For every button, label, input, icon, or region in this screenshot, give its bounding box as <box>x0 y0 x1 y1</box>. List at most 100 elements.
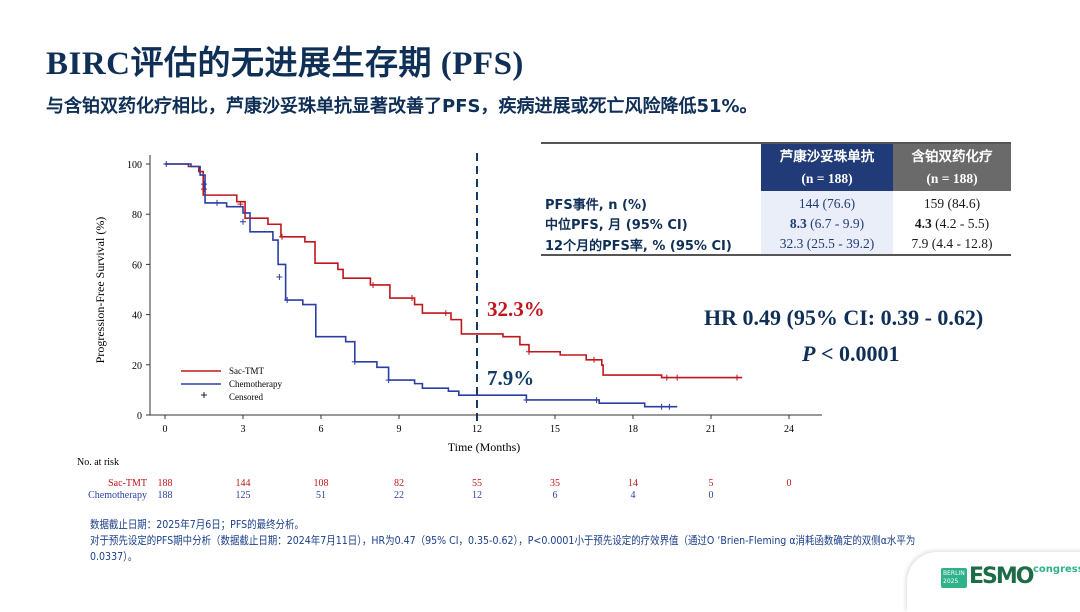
legend-label: Sac-TMT <box>229 366 264 376</box>
censor-mark <box>276 273 283 280</box>
x-tick-label: 9 <box>397 424 402 435</box>
y-tick-label: 20 <box>132 361 142 372</box>
censor-mark <box>591 356 597 363</box>
censor-mark <box>593 396 600 403</box>
censor-mark <box>284 297 291 304</box>
x-tick-label: 18 <box>628 424 638 435</box>
legend-label: Chemotherapy <box>229 379 282 389</box>
legend-label: Censored <box>229 392 263 402</box>
risk-count: 125 <box>236 490 251 501</box>
header-sac-tmt: 芦康沙妥珠单抗 (n = 188) <box>761 142 893 191</box>
censor-mark <box>163 161 170 167</box>
value-bold: 8.3 <box>789 215 807 231</box>
header-chemo: 含铂双药化疗 (n = 188) <box>893 142 1011 191</box>
y-tick-label: 60 <box>132 260 142 271</box>
x-tick-label: 0 <box>163 424 168 435</box>
risk-count: 188 <box>158 490 173 501</box>
x-tick-label: 15 <box>550 424 560 435</box>
x-tick-label: 24 <box>784 424 794 435</box>
legend-censor-icon <box>201 392 207 398</box>
censor-mark <box>214 199 220 206</box>
risk-table-label: No. at risk <box>77 457 119 468</box>
row-label: PFS事件, n (%) <box>545 198 647 213</box>
row-label: 中位PFS, 月 (95% CI) <box>545 218 688 233</box>
logo-suffix: congress <box>1033 564 1080 575</box>
value-text: 7.9 (4.4 - 12.8) <box>911 236 993 251</box>
table-row: 中位PFS, 月 (95% CI) 8.3 (6.7 - 9.9) 4.3 (4… <box>541 213 1011 234</box>
x-tick-label: 3 <box>241 424 246 435</box>
header-name: 芦康沙妥珠单抗 <box>779 148 875 165</box>
risk-count: 12 <box>472 490 482 501</box>
hazard-ratio: HR 0.49 (95% CI: 0.39 - 0.62) <box>704 305 984 330</box>
value-text: 144 (76.6) <box>798 195 856 211</box>
risk-count: 0 <box>787 478 792 489</box>
footnote-2: 对于预先设定的PFS期中分析（数据截止日期：2024年7月11日），HR为0.4… <box>90 534 916 563</box>
risk-count: 144 <box>236 478 251 489</box>
censor-mark <box>674 374 681 381</box>
chemo-value: 7.9 (4.4 - 12.8) <box>893 234 1011 256</box>
sac-tmt-value: 32.3 (25.5 - 39.2) <box>761 234 893 256</box>
risk-count: 4 <box>631 490 636 501</box>
chemo-value: 159 (84.6) <box>893 191 1011 213</box>
risk-count: 5 <box>709 478 714 489</box>
x-tick-label: 6 <box>319 424 324 435</box>
p-value-text: < 0.0001 <box>815 341 900 366</box>
x-tick-label: 12 <box>472 424 482 435</box>
censor-mark <box>658 403 665 410</box>
chemo-value: 4.3 (4.2 - 5.5) <box>893 213 1011 234</box>
y-tick-label: 0 <box>137 411 142 422</box>
censor-mark <box>351 358 358 365</box>
risk-count: 51 <box>316 490 326 501</box>
km-curve-sac-tmt <box>165 163 743 379</box>
km-curve-chemotherapy <box>165 163 678 408</box>
esmo-logo: BERLIN 2025 ESMO congress <box>907 552 1080 612</box>
censor-mark <box>279 233 285 240</box>
censor-mark <box>526 348 532 355</box>
risk-row-name: Chemotherapy <box>88 490 147 501</box>
table-row: 12个月的PFS率, % (95% CI) 32.3 (25.5 - 39.2)… <box>541 234 1011 256</box>
value-bold: 4.3 <box>914 215 932 231</box>
censor-mark <box>663 374 670 381</box>
p-label: P <box>802 341 816 366</box>
y-tick-label: 40 <box>132 311 142 322</box>
value-text: 159 (84.6) <box>923 195 981 211</box>
row-label: 12个月的PFS率, % (95% CI) <box>541 234 761 256</box>
sac-tmt-value: 8.3 (6.7 - 9.9) <box>761 213 893 234</box>
sac-tmt-value: 144 (76.6) <box>761 191 893 213</box>
risk-count: 22 <box>394 490 404 501</box>
censor-mark <box>523 396 530 403</box>
censor-mark <box>666 403 673 410</box>
y-axis-label: Progression-Free Survival (%) <box>93 217 107 364</box>
logo-brand: ESMO <box>969 564 1034 589</box>
header-name: 含铂双药化疗 <box>911 148 993 165</box>
value-text: 32.3 (25.5 - 39.2) <box>779 236 875 251</box>
risk-count: 6 <box>553 490 558 501</box>
y-tick-label: 80 <box>132 210 142 221</box>
censor-mark <box>409 295 415 302</box>
risk-count: 82 <box>394 478 404 489</box>
censor-mark <box>201 186 207 193</box>
table-corner <box>541 142 761 191</box>
table-row: PFS事件, n (%) 144 (76.6) 159 (84.6) <box>541 191 1011 213</box>
header-n: (n = 188) <box>926 170 978 186</box>
censor-mark <box>240 218 246 225</box>
risk-count: 188 <box>158 478 173 489</box>
logo-city: BERLIN 2025 <box>941 568 967 588</box>
censor-mark <box>385 377 392 384</box>
pfs-summary-table: 芦康沙妥珠单抗 (n = 188) 含铂双药化疗 (n = 188) PFS事件, … <box>541 142 1011 256</box>
risk-count: 55 <box>472 478 482 489</box>
annotation-sac-tmt: 32.3% <box>487 297 545 321</box>
censor-mark <box>734 374 740 381</box>
x-tick-label: 21 <box>706 424 716 435</box>
annotation-chemo: 7.9% <box>487 366 534 390</box>
header-n: (n = 188) <box>801 170 853 186</box>
footnote-1: 数据截止日期：2025年7月6日；PFS的最终分析。 <box>90 518 304 531</box>
censor-mark <box>442 310 449 317</box>
censor-mark <box>201 181 207 188</box>
risk-row-name: Sac-TMT <box>108 478 147 489</box>
value-text: (6.7 - 9.9) <box>806 215 865 231</box>
x-axis-label: Time (Months) <box>448 440 521 454</box>
risk-count: 35 <box>550 478 560 489</box>
risk-count: 0 <box>709 490 714 501</box>
